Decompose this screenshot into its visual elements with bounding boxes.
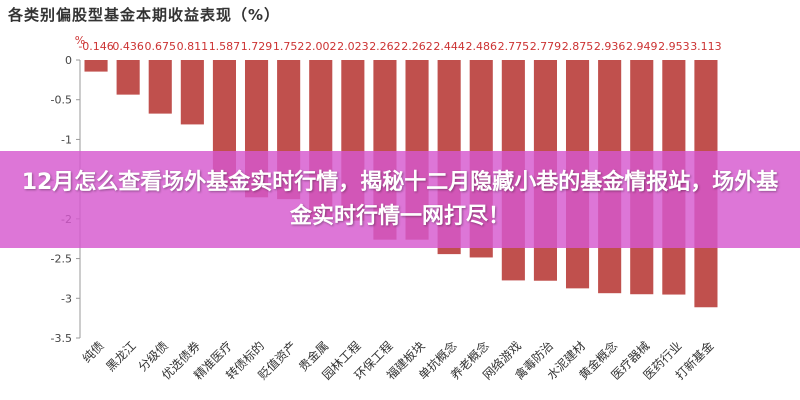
chart-title: 各类别偏股型基金本期收益表现（%） xyxy=(8,6,281,24)
bar-4 xyxy=(180,60,204,125)
y-tick-label: -0.5 xyxy=(51,94,72,107)
headline-banner: 12月怎么查看场外基金实时行情，揭秘十二月隐藏小巷的基金情报站，场外基金实时行情… xyxy=(0,151,800,248)
data-label-17: 2.936 xyxy=(594,40,626,53)
data-label-5: 1.587 xyxy=(209,40,241,53)
data-label-9: 2.023 xyxy=(337,40,369,53)
data-label-2: 0.436 xyxy=(112,40,144,53)
data-label-10: 2.262 xyxy=(369,40,401,53)
bar-3 xyxy=(148,60,172,114)
data-label-20: 3.113 xyxy=(690,40,722,53)
x-tick-label-2: 黑龙江 xyxy=(103,339,138,374)
y-tick-label: 0 xyxy=(65,54,72,67)
data-label-6: 1.729 xyxy=(241,40,273,53)
data-label-1: -0.146 xyxy=(78,40,113,53)
data-label-19: 2.953 xyxy=(658,40,690,53)
data-label-11: 2.262 xyxy=(401,40,433,53)
data-label-3: 0.675 xyxy=(145,40,177,53)
data-label-12: 2.444 xyxy=(433,40,465,53)
x-tick-labels-group: 纯债黑龙江分级债优选债券精准医疗转债标的贬值资产贵金属园林工程环保工程福建板块单… xyxy=(80,338,717,383)
data-label-15: 2.779 xyxy=(530,40,562,53)
y-tick-label: -3.5 xyxy=(51,332,72,345)
data-label-8: 2.002 xyxy=(305,40,337,53)
data-label-4: 0.811 xyxy=(177,40,209,53)
bar-1 xyxy=(84,60,108,72)
y-tick-label: -1 xyxy=(61,133,72,146)
headline-text: 12月怎么查看场外基金实时行情，揭秘十二月隐藏小巷的基金情报站，场外基金实时行情… xyxy=(21,169,779,229)
data-label-18: 2.949 xyxy=(626,40,658,53)
data-label-13: 2.486 xyxy=(466,40,498,53)
data-label-7: 1.752 xyxy=(273,40,305,53)
x-tick-label-1: 纯债 xyxy=(80,339,107,366)
y-tick-label: -2.5 xyxy=(51,253,72,266)
data-label-14: 2.775 xyxy=(498,40,530,53)
bar-2 xyxy=(116,60,140,95)
y-tick-label: -3 xyxy=(61,292,72,305)
y-axis-unit-label: % xyxy=(75,34,85,47)
data-label-16: 2.875 xyxy=(562,40,594,53)
